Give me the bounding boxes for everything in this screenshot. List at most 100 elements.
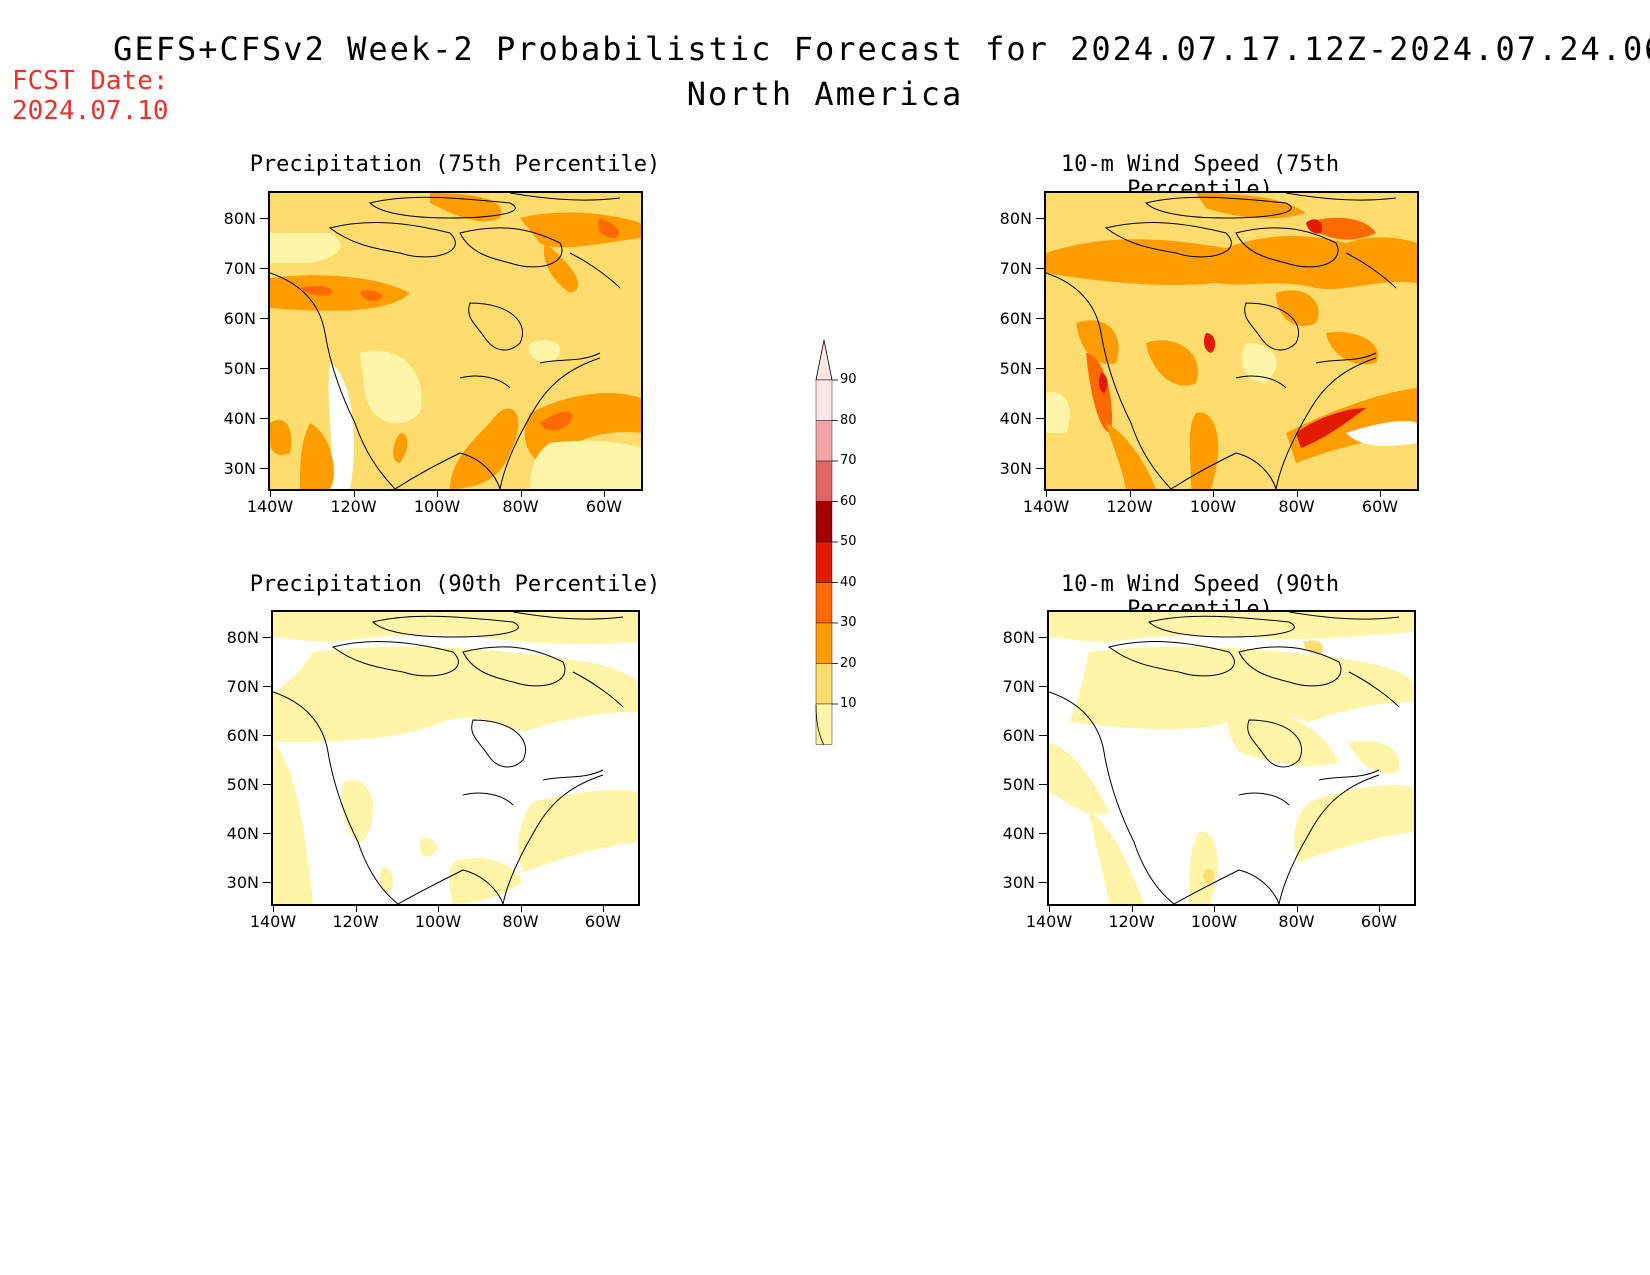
lat-tick-mark: [1039, 784, 1047, 785]
lat-tick-mark: [260, 418, 268, 419]
lon-tick-label: 60W: [1360, 912, 1398, 931]
lat-tick-mark: [263, 882, 271, 883]
lon-tick-mark: [1214, 906, 1215, 912]
lon-tick-mark: [1131, 906, 1133, 912]
lat-tick-mark: [260, 468, 268, 469]
colorbar-level-label: 10: [840, 696, 857, 711]
lon-tick-mark: [1296, 906, 1298, 912]
lat-tick-mark: [1036, 468, 1044, 469]
colorbar-swatch: [815, 663, 833, 705]
colorbar-level-label: 80: [840, 412, 857, 428]
fcst-date-value: 2024.07.10: [12, 96, 169, 126]
lat-tick-mark: [1039, 686, 1047, 687]
panel-title-precip75: Precipitation (75th Percentile): [249, 152, 661, 177]
colorbar-level-label: 30: [840, 615, 857, 630]
lat-tick-label: 50N: [226, 775, 259, 794]
map-precip90: [271, 610, 640, 906]
forecast-date-label: FCST Date: 2024.07.10: [12, 66, 169, 126]
main-title: GEFS+CFSv2 Week-2 Probabilistic Forecast…: [113, 30, 1650, 68]
lat-tick-mark: [263, 833, 271, 834]
lat-tick-label: 80N: [1002, 628, 1035, 647]
lon-tick-mark: [520, 491, 522, 497]
lat-tick-label: 30N: [223, 459, 256, 478]
lat-tick-mark: [1039, 637, 1047, 638]
lon-tick-mark: [1129, 491, 1131, 497]
lat-tick-mark: [1039, 833, 1047, 834]
colorbar: 90 80 70 60 50 40 30 20 10: [810, 335, 890, 746]
lat-tick-mark: [263, 784, 271, 785]
lon-tick-label: 60W: [585, 497, 623, 516]
panel-title-precip90: Precipitation (90th Percentile): [249, 572, 661, 597]
lat-tick-label: 60N: [223, 309, 256, 328]
lat-tick-label: 40N: [999, 409, 1032, 428]
lat-tick-mark: [263, 735, 271, 736]
precip90-field: [273, 612, 638, 904]
lon-tick-label: 100W: [413, 497, 461, 516]
lat-tick-mark: [1036, 368, 1044, 369]
lon-tick-label: 80W: [1278, 912, 1315, 931]
colorbar-swatch: [815, 460, 833, 502]
lat-tick-mark: [1039, 882, 1047, 883]
lat-tick-label: 30N: [1002, 873, 1035, 892]
lon-tick-mark: [353, 491, 355, 497]
lat-tick-label: 50N: [223, 359, 256, 378]
colorbar-level-label: 50: [840, 534, 857, 549]
lat-tick-mark: [1036, 268, 1044, 269]
panel-title-wind90: 10-m Wind Speed (90th Percentile): [1060, 572, 1340, 622]
lat-tick-mark: [260, 218, 268, 219]
colorbar-swatch: [815, 501, 833, 543]
lon-tick-mark: [438, 906, 439, 912]
map-wind75: [1044, 191, 1419, 491]
lat-tick-label: 30N: [999, 459, 1032, 478]
lat-tick-label: 30N: [226, 873, 259, 892]
lat-tick-mark: [1039, 735, 1047, 736]
lat-tick-label: 70N: [1002, 677, 1035, 696]
lat-tick-mark: [263, 637, 271, 638]
lat-tick-label: 40N: [226, 824, 259, 843]
lat-tick-label: 40N: [1002, 824, 1035, 843]
lat-tick-label: 50N: [999, 359, 1032, 378]
lat-tick-label: 40N: [223, 409, 256, 428]
lon-tick-label: 60W: [584, 912, 622, 931]
lat-tick-mark: [1036, 418, 1044, 419]
lat-tick-label: 60N: [1002, 726, 1035, 745]
lat-tick-label: 70N: [226, 677, 259, 696]
map-precip75: [268, 191, 643, 491]
lat-tick-label: 70N: [223, 259, 256, 278]
lon-tick-label: 140W: [1025, 912, 1073, 931]
lat-tick-label: 80N: [223, 209, 256, 228]
colorbar-bottom-arrow: [815, 704, 825, 746]
colorbar-swatch: [815, 420, 833, 462]
lon-tick-label: 100W: [1189, 497, 1237, 516]
lon-tick-label: 120W: [1106, 497, 1153, 516]
lon-tick-mark: [1296, 491, 1298, 497]
colorbar-level-label: 60: [840, 493, 857, 509]
region-subtitle: North America: [686, 75, 964, 113]
lon-tick-mark: [437, 491, 438, 497]
colorbar-swatch: [815, 622, 833, 664]
lon-tick-mark: [520, 906, 522, 912]
lon-tick-label: 60W: [1361, 497, 1399, 516]
lat-tick-label: 60N: [999, 309, 1032, 328]
colorbar-level-label: 20: [840, 655, 857, 671]
colorbar-level-label: 90: [840, 372, 857, 387]
lon-tick-mark: [273, 906, 274, 912]
wind90-field: [1049, 612, 1414, 904]
lon-tick-mark: [1380, 491, 1381, 497]
lon-tick-mark: [1049, 906, 1050, 912]
lon-tick-mark: [604, 491, 605, 497]
lon-tick-label: 100W: [414, 912, 462, 931]
lat-tick-label: 80N: [226, 628, 259, 647]
lon-tick-mark: [1379, 906, 1380, 912]
lon-tick-label: 140W: [1022, 497, 1070, 516]
lon-tick-mark: [1213, 491, 1214, 497]
lon-tick-mark: [355, 906, 357, 912]
lon-tick-mark: [603, 906, 604, 912]
lon-tick-label: 140W: [249, 912, 297, 931]
lon-tick-label: 140W: [246, 497, 294, 516]
lat-tick-mark: [1036, 218, 1044, 219]
lat-tick-mark: [260, 368, 268, 369]
colorbar-swatch: [815, 541, 833, 583]
lon-tick-mark: [270, 491, 271, 497]
fcst-date-caption: FCST Date:: [12, 66, 169, 96]
